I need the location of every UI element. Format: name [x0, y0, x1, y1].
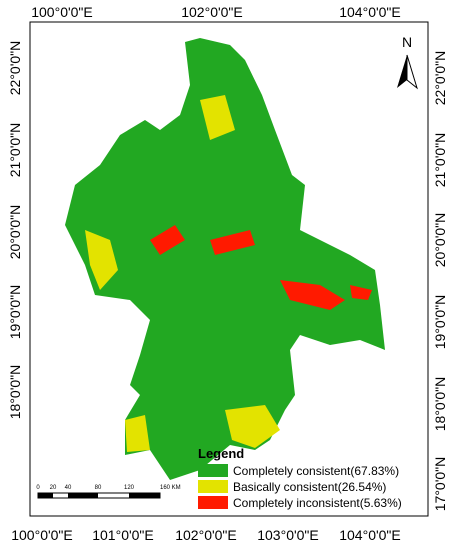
right-coord-label: 19°0'0"N [432, 295, 448, 350]
region-patch [85, 230, 118, 290]
legend-swatch [198, 496, 228, 509]
scale-label: 40 [65, 485, 72, 491]
legend-label: Completely inconsistent(5.63%) [233, 496, 402, 510]
scale-bar: 0 20 40 80 120 160 KM [36, 485, 181, 499]
legend-label: Basically consistent(26.54%) [233, 480, 386, 494]
left-coord-label: 22°0'0"N [7, 41, 23, 96]
top-coord-label: 100°0'0"E [31, 4, 93, 20]
region-map [65, 38, 385, 480]
right-coord-label: 20°0'0"N [432, 213, 448, 268]
legend: Legend Completely consistent(67.83%) Basi… [198, 446, 402, 510]
scale-label: 80 [95, 485, 102, 491]
legend-swatch [198, 480, 228, 493]
region-patch [210, 230, 255, 255]
right-coord-label: 17°0'0"N [432, 457, 448, 512]
scale-bar-segment [68, 493, 98, 498]
region-patch [200, 95, 235, 140]
left-coord-label: 20°0'0"N [7, 205, 23, 260]
bottom-coord-label: 104°0'0"E [339, 527, 401, 543]
scale-bar-segment [129, 493, 160, 498]
left-coord-label: 19°0'0"N [7, 285, 23, 340]
scale-label: 160 KM [160, 485, 181, 491]
scale-label: 0 [36, 485, 40, 491]
legend-title: Legend [198, 446, 244, 461]
north-arrow: N [397, 34, 418, 90]
region-patch [350, 285, 372, 300]
scale-bar-segment [38, 493, 53, 498]
scale-label: 120 [124, 485, 135, 491]
top-coord-label: 102°0'0"E [181, 4, 243, 20]
legend-label: Completely consistent(67.83%) [233, 464, 399, 478]
north-arrow-half [406, 54, 418, 90]
region-shape [65, 38, 385, 480]
region-patch [150, 225, 185, 255]
region-patch [225, 405, 280, 448]
bottom-coord-label: 103°0'0"E [257, 527, 319, 543]
north-label: N [402, 34, 412, 50]
right-coord-label: 22°0'0"N [432, 51, 448, 106]
left-coord-label: 18°0'0"N [7, 365, 23, 420]
bottom-coord-label: 100°0'0"E [11, 527, 73, 543]
legend-swatch [198, 464, 228, 477]
north-arrow-half [397, 55, 407, 88]
region-patch [280, 280, 345, 310]
bottom-coord-label: 101°0'0"E [92, 527, 154, 543]
region-patch [125, 415, 150, 452]
right-coord-label: 18°0'0"N [432, 377, 448, 432]
scale-label: 20 [50, 485, 57, 491]
left-coord-label: 21°0'0"N [7, 123, 23, 178]
top-coord-label: 104°0'0"E [339, 4, 401, 20]
right-coord-label: 21°0'0"N [432, 133, 448, 188]
bottom-coord-label: 102°0'0"E [175, 527, 237, 543]
